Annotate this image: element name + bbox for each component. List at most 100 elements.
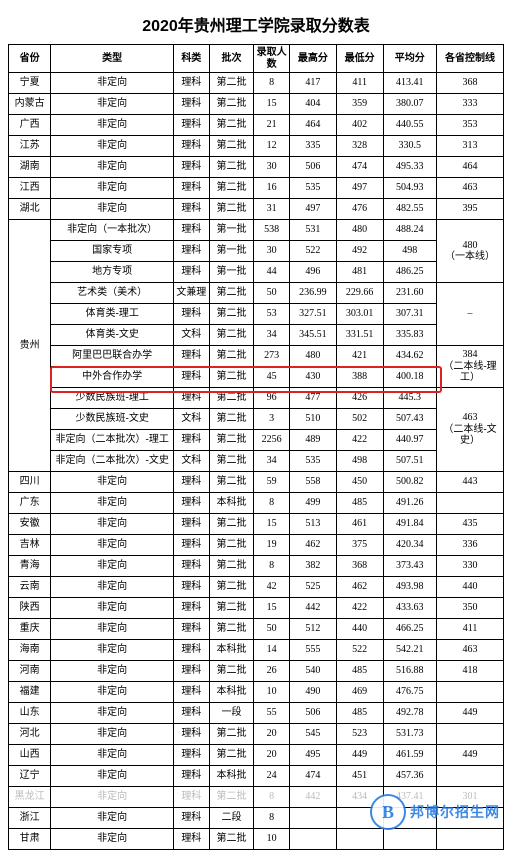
cell: 535 <box>289 178 336 199</box>
cell: 非定向 <box>51 787 174 808</box>
cell: 文科 <box>173 325 209 346</box>
cell: 540 <box>289 661 336 682</box>
cell: 31 <box>254 199 290 220</box>
cell: 理科 <box>173 367 209 388</box>
cell: 非定向（二本批次）-文史 <box>51 451 174 472</box>
cell: 411 <box>437 619 504 640</box>
cell: 495 <box>289 745 336 766</box>
cell: 353 <box>437 115 504 136</box>
cell: 理科 <box>173 556 209 577</box>
cell: 本科批 <box>209 682 254 703</box>
cell: 第一批 <box>209 262 254 283</box>
watermark-badge: B <box>370 794 406 830</box>
cell: 理科 <box>173 199 209 220</box>
cell: 第二批 <box>209 178 254 199</box>
cell: 文科 <box>173 409 209 430</box>
cell: 418 <box>437 661 504 682</box>
cell: 499 <box>289 493 336 514</box>
cell: 广西 <box>9 115 51 136</box>
cell: 非定向 <box>51 157 174 178</box>
cell: 理科 <box>173 136 209 157</box>
cell: 体育类-理工 <box>51 304 174 325</box>
cell <box>383 829 437 850</box>
table-row: 四川非定向理科第二批59558450500.82443 <box>9 472 504 493</box>
cell: 第二批 <box>209 136 254 157</box>
cell: 本科批 <box>209 493 254 514</box>
cell: 21 <box>254 115 290 136</box>
cell: 464 <box>289 115 336 136</box>
cell: 非定向 <box>51 682 174 703</box>
cell: 福建 <box>9 682 51 703</box>
cell: 474 <box>336 157 383 178</box>
watermark-text: 邦博尔招生网 <box>410 802 500 822</box>
cell: 文兼理 <box>173 283 209 304</box>
table-row: 河南非定向理科第二批26540485516.88418 <box>9 661 504 682</box>
table-row: 云南非定向理科第二批42525462493.98440 <box>9 577 504 598</box>
cell: 538 <box>254 220 290 241</box>
cell: 非定向 <box>51 556 174 577</box>
cell: 理科 <box>173 808 209 829</box>
cell: 330.5 <box>383 136 437 157</box>
table-row: 广东非定向理科本科批8499485491.26 <box>9 493 504 514</box>
cell: 485 <box>336 493 383 514</box>
cell: 非定向 <box>51 136 174 157</box>
cell: 50 <box>254 283 290 304</box>
cell: 非定向 <box>51 829 174 850</box>
cell: 8 <box>254 808 290 829</box>
cell: 第二批 <box>209 115 254 136</box>
cell: 507.43 <box>383 409 437 430</box>
cell: 第二批 <box>209 304 254 325</box>
cell: 482.55 <box>383 199 437 220</box>
cell: 388 <box>336 367 383 388</box>
cell: 45 <box>254 367 290 388</box>
cell: 第二批 <box>209 535 254 556</box>
cell: 485 <box>336 703 383 724</box>
cell: 495.33 <box>383 157 437 178</box>
cell: 96 <box>254 388 290 409</box>
cell: 非定向 <box>51 199 174 220</box>
cell: 一段 <box>209 703 254 724</box>
col-ctrl: 各省控制线 <box>437 45 504 73</box>
cell: 480 <box>289 346 336 367</box>
table-row: 少数民族班-理工理科第二批96477426445.3463 （二本线-文史） <box>9 388 504 409</box>
cell: 474 <box>289 766 336 787</box>
cell: 512 <box>289 619 336 640</box>
table-row: 青海非定向理科第二批8382368373.43330 <box>9 556 504 577</box>
cell: 440 <box>336 619 383 640</box>
cell: 理科 <box>173 220 209 241</box>
cell: 440.55 <box>383 115 437 136</box>
cell: 吉林 <box>9 535 51 556</box>
cell: 42 <box>254 577 290 598</box>
table-row: 山西非定向理科第二批20495449461.59449 <box>9 745 504 766</box>
cell <box>437 724 504 745</box>
cell: 理科 <box>173 178 209 199</box>
cell: 555 <box>289 640 336 661</box>
cell: 第二批 <box>209 73 254 94</box>
cell: 476.75 <box>383 682 437 703</box>
cell: 236.99 <box>289 283 336 304</box>
cell: 海南 <box>9 640 51 661</box>
cell: 湖南 <box>9 157 51 178</box>
cell: 理科 <box>173 598 209 619</box>
cell: 理科 <box>173 766 209 787</box>
cell: 第二批 <box>209 745 254 766</box>
cell: 第二批 <box>209 94 254 115</box>
cell: 433.63 <box>383 598 437 619</box>
cell <box>437 493 504 514</box>
cell: 307.31 <box>383 304 437 325</box>
table-row: 地方专项理科第一批44496481486.25 <box>9 262 504 283</box>
table-row: 少数民族班-文史文科第二批3510502507.43 <box>9 409 504 430</box>
cell: 345.51 <box>289 325 336 346</box>
header-row: 省份 类型 科类 批次 录取人数 最高分 最低分 平均分 各省控制线 <box>9 45 504 73</box>
cell: 558 <box>289 472 336 493</box>
cell: 331.51 <box>336 325 383 346</box>
cell: 402 <box>336 115 383 136</box>
cell: 非定向 <box>51 472 174 493</box>
cell: 502 <box>336 409 383 430</box>
cell: 493.98 <box>383 577 437 598</box>
table-row: 陕西非定向理科第二批15442422433.63350 <box>9 598 504 619</box>
cell: 442 <box>289 598 336 619</box>
cell: 浙江 <box>9 808 51 829</box>
cell: 理科 <box>173 493 209 514</box>
cell: 山东 <box>9 703 51 724</box>
